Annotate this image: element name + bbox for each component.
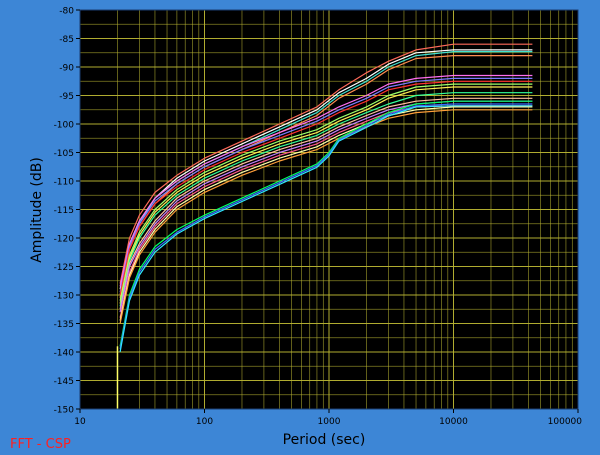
- y-tick-label: -105: [54, 149, 74, 159]
- x-tick-label: 100: [196, 417, 213, 427]
- series-line-8: [119, 83, 533, 301]
- y-tick-label: -115: [54, 206, 74, 216]
- axis-ticks: -80 -85 -90 -95 -100 -105 -110 -115 -120 -125 -130…: [54, 7, 583, 428]
- series-line-12: [119, 100, 533, 313]
- y-tick-label: -130: [54, 292, 75, 302]
- y-tick-label: -100: [54, 121, 75, 131]
- y-tick-label: -80: [59, 7, 74, 17]
- series-line-5: [119, 74, 533, 287]
- x-axis-label: Period (sec): [283, 432, 366, 448]
- x-tick-label: 10000: [439, 417, 468, 427]
- series-line-18: [119, 105, 533, 353]
- y-tick-label: -125: [54, 263, 74, 273]
- x-tick-label: 10: [74, 417, 86, 427]
- series-line-17: [119, 103, 533, 350]
- y-tick-label: -150: [54, 406, 75, 416]
- series-line-11: [119, 97, 533, 310]
- y-tick-label: -145: [54, 377, 74, 387]
- y-tick-label: -140: [54, 349, 75, 359]
- series-line-16: [119, 100, 533, 347]
- y-tick-label: -95: [59, 92, 74, 102]
- y-tick-label: -120: [54, 235, 75, 245]
- series-line-14: [119, 106, 533, 321]
- series-line-1: [119, 43, 533, 284]
- series-lines: [119, 43, 533, 353]
- x-tick-label: 100000: [548, 417, 583, 427]
- series-line-10: [119, 92, 533, 307]
- y-tick-label: -90: [59, 64, 74, 74]
- grid-lines: [79, 9, 578, 410]
- y-tick-label: -135: [54, 320, 74, 330]
- series-line-7: [119, 80, 533, 296]
- series-line-6: [119, 77, 533, 293]
- x-tick-label: 1000: [318, 417, 341, 427]
- series-line-15: [119, 109, 533, 324]
- corner-label: FFT - CSP: [10, 437, 71, 451]
- y-axis-label: Amplitude (dB): [29, 157, 45, 263]
- series-line-9: [119, 86, 533, 304]
- y-tick-label: -85: [59, 35, 74, 45]
- y-tick-label: -110: [54, 178, 75, 188]
